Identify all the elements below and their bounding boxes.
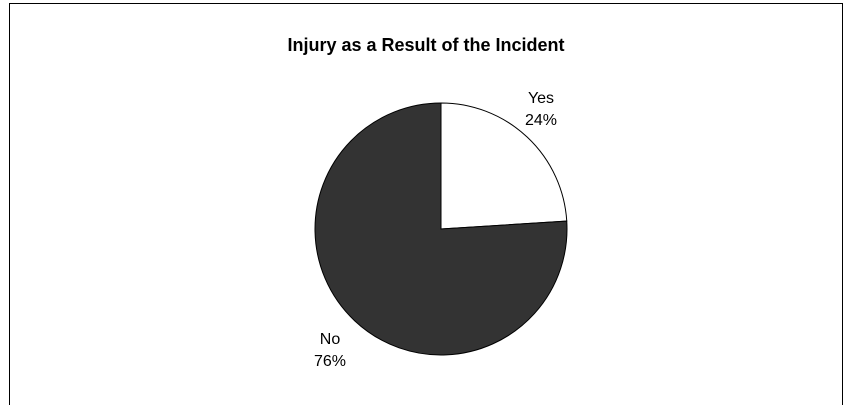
slice-label-value-no: 76% bbox=[314, 353, 346, 370]
pie-slice-no bbox=[314, 102, 568, 356]
slice-label-name-no: No bbox=[320, 331, 341, 348]
slice-label-name-yes: Yes bbox=[528, 90, 554, 107]
chart-title: Injury as a Result of the Incident bbox=[287, 35, 565, 55]
pie-labels: Yes 24% No 76% bbox=[314, 90, 557, 370]
pie-slices bbox=[314, 102, 568, 356]
slice-label-value-yes: 24% bbox=[525, 112, 557, 129]
pie-slice-yes bbox=[440, 102, 568, 230]
